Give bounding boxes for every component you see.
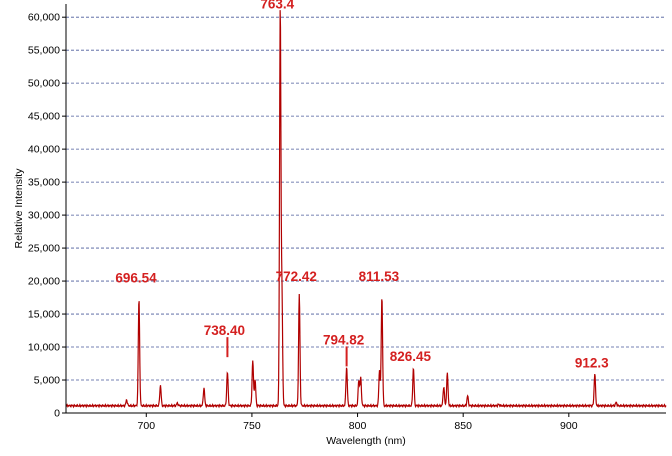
x-tick-label: 700: [138, 420, 156, 432]
x-tick-label: 850: [454, 420, 472, 432]
gridlines: [66, 16, 666, 381]
y-tick-label: 35,000: [28, 177, 60, 189]
peak-label: 696.54: [115, 270, 157, 285]
y-tick-label: 45,000: [28, 111, 60, 123]
peak-labels: 696.54 738.40 763.4 772.42 794.82 811.53 826.4…: [115, 0, 609, 370]
y-tick-label: 10,000: [28, 342, 60, 354]
y-tick-label: 5,000: [34, 375, 60, 387]
plot-area: [66, 4, 666, 413]
peak-label: 811.53: [359, 269, 400, 284]
y-tick-label: 30,000: [28, 210, 60, 222]
y-tick-label: 40,000: [28, 144, 60, 156]
axis-ticks: 0 5,000 10,000 15,000 20,000 25,000 30,000 35,0…: [28, 12, 578, 432]
peak-label: 772.42: [276, 269, 317, 284]
spectrum-series: [65, 10, 667, 409]
y-tick-label: 50,000: [28, 78, 60, 90]
x-axis-title: Wavelength (nm): [326, 435, 406, 447]
y-axis-title: Relative Intensity: [13, 168, 25, 249]
spectrum-line: [65, 10, 667, 409]
y-tick-label: 20,000: [28, 276, 60, 288]
y-tick-label: 60,000: [28, 12, 60, 24]
x-tick-label: 750: [243, 420, 261, 432]
y-tick-label: 55,000: [28, 45, 60, 57]
peak-label: 912.3: [575, 355, 609, 370]
peak-label: 763.4: [260, 0, 294, 12]
peak-label: 826.45: [390, 349, 432, 364]
x-tick-label: 900: [560, 420, 578, 432]
x-tick-label: 800: [349, 420, 367, 432]
peak-label: 738.40: [204, 323, 245, 338]
y-tick-label: 15,000: [28, 309, 60, 321]
y-tick-label: 0: [54, 408, 60, 420]
peak-label: 794.82: [323, 332, 364, 347]
y-tick-label: 25,000: [28, 243, 60, 255]
